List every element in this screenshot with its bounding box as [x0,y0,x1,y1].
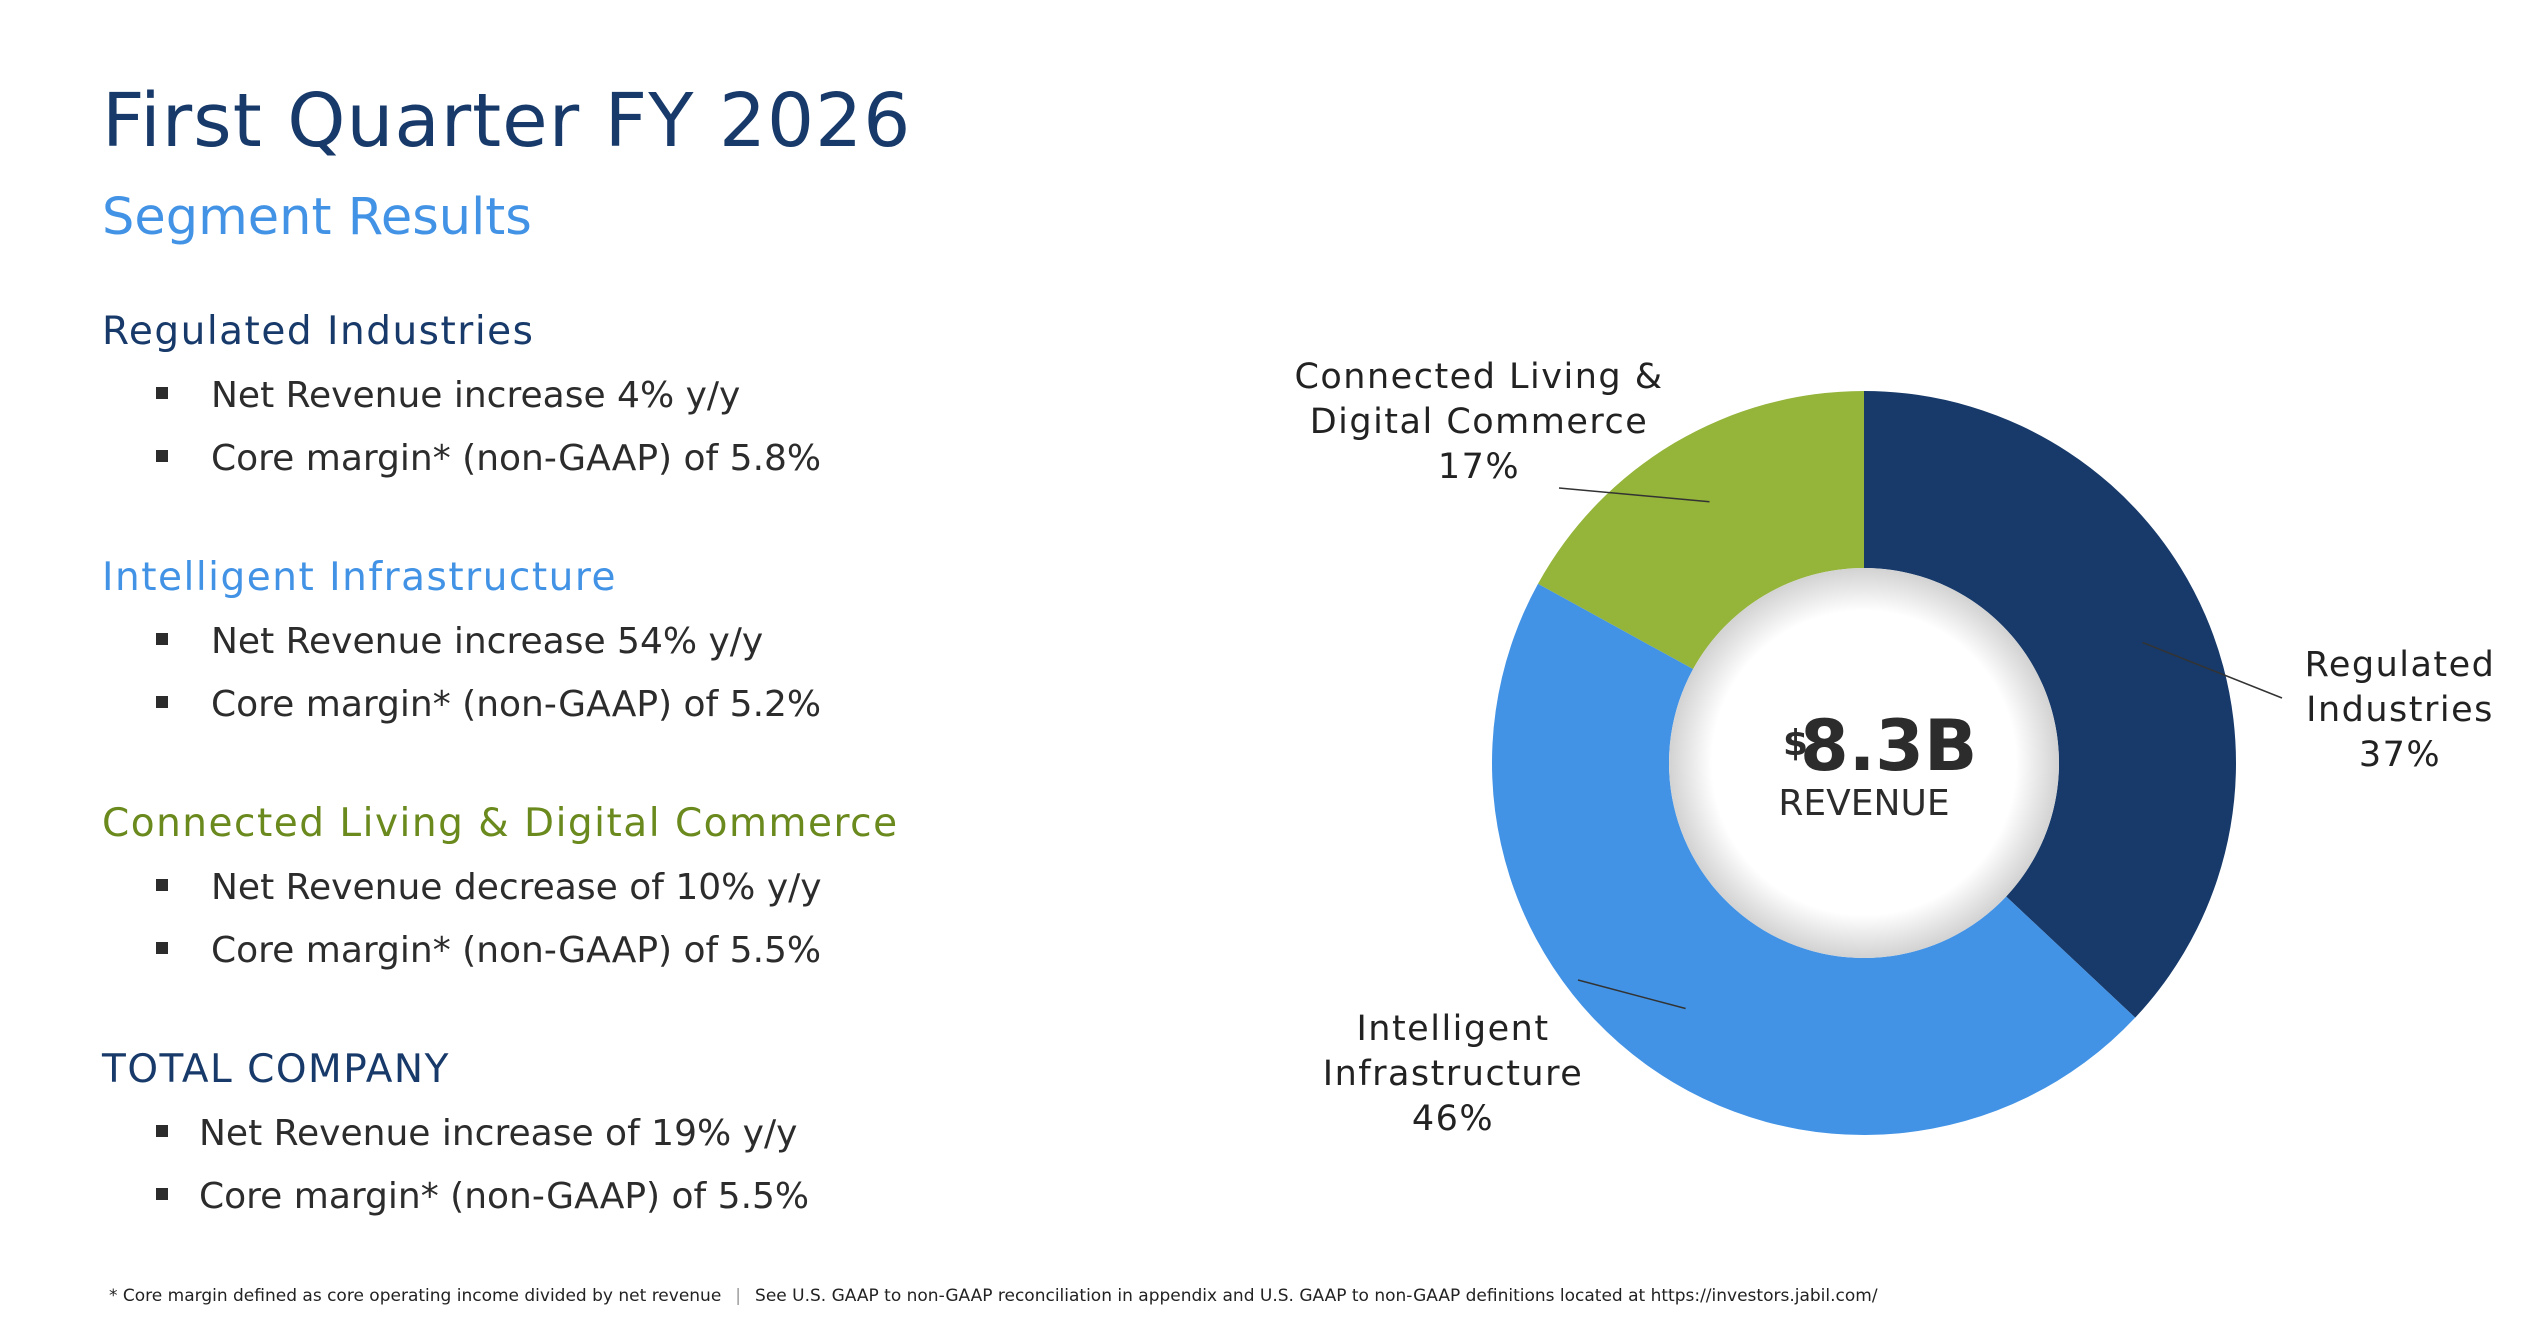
footnote: * Core margin defined as core operating … [109,1286,1878,1306]
slice-labels: Regulated Industries 37% Intelligent Infrast… [1294,357,2496,1139]
segment-item-text: Net Revenue decrease of 10% y/y [211,867,822,908]
bullet-icon [156,696,168,708]
segment-item-text: Net Revenue increase of 19% y/y [199,1113,798,1154]
slice-percent-label: 37% [2359,735,2441,775]
bullet-icon [156,387,168,399]
slice-percent-label: 46% [1412,1099,1494,1139]
slice-leader-lines [1558,487,2283,1010]
segment-title: Connected Living & Digital Commerce [102,801,899,846]
slice-name-label: Intelligent [1356,1009,1549,1049]
leader-line [1577,979,1686,1010]
bullet-icon [156,1188,168,1200]
segment-connected-living: Connected Living & Digital Commerce Net … [102,804,899,969]
leader-line [1558,487,1710,503]
slice-name-label: Digital Commerce [1310,402,1649,442]
segment-item-text: Core margin* (non-GAAP) of 5.5% [199,1176,810,1217]
segment-item-text: Net Revenue increase 4% y/y [211,375,741,416]
segment-title: Regulated Industries [102,309,535,354]
segment-bullet-item: Net Revenue increase 4% y/y [102,378,740,414]
footnote-reconciliation: See U.S. GAAP to non-GAAP reconciliation… [755,1286,1878,1306]
slice-name-label: Connected Living & [1294,357,1663,397]
segment-bullet-item: Core margin* (non-GAAP) of 5.5% [102,933,899,969]
slice-percent-label: 17% [1438,447,1520,487]
segment-regulated-industries: Regulated Industries Net Revenue increas… [102,309,821,477]
bullet-icon [156,1125,168,1137]
donut-center [1714,613,2014,913]
center-revenue-label: REVENUE [1778,783,1949,824]
bullet-icon [156,633,168,645]
center-revenue-value: 8.3B [1800,705,1977,787]
footnote-separator: | [735,1286,742,1306]
slice-name-label: Infrastructure [1323,1054,1584,1094]
slice-name-label: Regulated [2305,645,2496,685]
page-subtitle: Segment Results [102,188,532,247]
segment-bullet-item: Core margin* (non-GAAP) of 5.8% [102,441,821,477]
segment-bullet-item: Net Revenue decrease of 10% y/y [102,870,899,906]
segment-bullet-item: Core margin* (non-GAAP) of 5.5% [102,1179,809,1215]
footnote-core-margin: * Core margin defined as core operating … [109,1286,722,1306]
segment-title: Intelligent Infrastructure [102,555,618,600]
segment-bullet-item: Net Revenue increase of 19% y/y [102,1116,797,1152]
segment-item-text: Core margin* (non-GAAP) of 5.2% [211,684,822,725]
bullet-icon [156,450,168,462]
donut-slice [1538,391,1864,670]
donut-slice [1864,391,2236,1018]
leader-line [2142,641,2283,699]
page-title: First Quarter FY 2026 [102,78,912,164]
segment-title: TOTAL COMPANY [102,1047,450,1092]
bullet-icon [156,879,168,891]
bullet-icon [156,942,168,954]
segment-bullet-item: Net Revenue increase 54% y/y [102,624,763,660]
donut-slice [1492,583,2136,1135]
donut-slices [1492,391,2236,1135]
segment-item-text: Net Revenue increase 54% y/y [211,621,764,662]
segment-item-text: Core margin* (non-GAAP) of 5.8% [211,438,822,479]
center-currency-symbol: $ [1783,723,1808,764]
segment-bullet-item: Core margin* (non-GAAP) of 5.2% [102,687,821,723]
segment-total-company: TOTAL COMPANY Net Revenue increase of 19… [102,1047,809,1215]
segment-intelligent-infrastructure: Intelligent Infrastructure Net Revenue i… [102,555,821,723]
slice-name-label: Industries [2306,690,2494,730]
segment-item-text: Core margin* (non-GAAP) of 5.5% [211,930,822,971]
